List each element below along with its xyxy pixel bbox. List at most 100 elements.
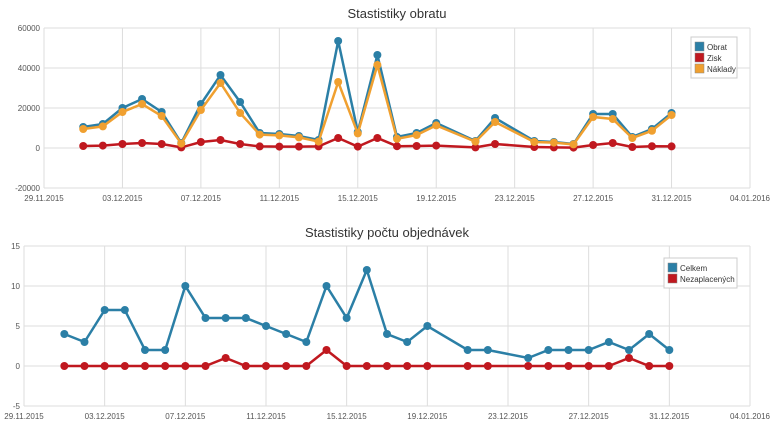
data-point[interactable] (236, 140, 245, 148)
data-point[interactable] (255, 142, 264, 151)
data-point[interactable] (412, 142, 421, 150)
data-point[interactable] (608, 115, 617, 123)
data-point[interactable] (604, 338, 613, 346)
data-point[interactable] (625, 354, 633, 362)
data-point[interactable] (196, 106, 205, 114)
data-point[interactable] (322, 282, 331, 290)
data-point[interactable] (483, 346, 492, 354)
data-point[interactable] (177, 139, 186, 148)
data-point[interactable] (262, 322, 270, 330)
data-point[interactable] (665, 346, 674, 354)
data-point[interactable] (373, 51, 382, 59)
data-point[interactable] (118, 108, 127, 116)
data-point[interactable] (60, 330, 69, 338)
data-point[interactable] (608, 139, 617, 147)
data-point[interactable] (100, 306, 109, 314)
data-point[interactable] (294, 133, 303, 142)
data-point[interactable] (80, 362, 89, 370)
data-point[interactable] (471, 143, 480, 152)
data-point[interactable] (201, 314, 210, 322)
data-point[interactable] (157, 112, 166, 120)
data-point[interactable] (302, 338, 311, 346)
data-point[interactable] (524, 354, 533, 362)
data-point[interactable] (196, 138, 205, 146)
legend-label[interactable]: Celkem (680, 264, 707, 273)
data-point[interactable] (221, 314, 230, 322)
data-point[interactable] (647, 126, 656, 135)
data-point[interactable] (79, 125, 88, 133)
legend-label[interactable]: Obrat (707, 43, 728, 52)
data-point[interactable] (645, 362, 654, 370)
data-point[interactable] (282, 362, 291, 370)
data-point[interactable] (275, 142, 284, 151)
data-point[interactable] (322, 346, 331, 354)
data-point[interactable] (98, 141, 107, 150)
data-point[interactable] (302, 362, 311, 370)
data-point[interactable] (161, 346, 170, 354)
data-point[interactable] (544, 346, 553, 354)
data-point[interactable] (80, 338, 89, 346)
data-point[interactable] (241, 314, 250, 322)
data-point[interactable] (584, 362, 593, 370)
data-point[interactable] (216, 79, 225, 87)
data-point[interactable] (138, 139, 147, 147)
data-point[interactable] (530, 138, 539, 146)
data-point[interactable] (393, 134, 401, 143)
data-point[interactable] (275, 131, 284, 140)
data-point[interactable] (98, 122, 107, 131)
data-point[interactable] (342, 362, 351, 370)
legend-label[interactable]: Náklady (707, 65, 736, 74)
data-point[interactable] (665, 362, 674, 370)
data-point[interactable] (334, 134, 343, 142)
data-point[interactable] (342, 314, 351, 322)
data-point[interactable] (373, 134, 382, 142)
data-point[interactable] (647, 142, 656, 151)
data-point[interactable] (423, 362, 432, 370)
data-point[interactable] (491, 140, 500, 148)
data-point[interactable] (463, 362, 472, 370)
data-point[interactable] (544, 362, 553, 370)
data-point[interactable] (412, 131, 421, 139)
data-point[interactable] (138, 100, 147, 108)
data-point[interactable] (141, 362, 149, 370)
data-point[interactable] (645, 330, 654, 338)
data-point[interactable] (383, 362, 391, 370)
data-point[interactable] (362, 266, 371, 274)
data-point[interactable] (181, 362, 190, 370)
data-point[interactable] (201, 362, 210, 370)
data-point[interactable] (423, 322, 432, 330)
data-point[interactable] (667, 142, 676, 151)
data-point[interactable] (60, 362, 69, 370)
data-point[interactable] (604, 362, 613, 370)
data-point[interactable] (589, 113, 598, 121)
data-point[interactable] (353, 129, 362, 138)
data-point[interactable] (241, 362, 250, 370)
data-point[interactable] (483, 362, 492, 370)
data-point[interactable] (524, 362, 533, 370)
data-point[interactable] (236, 109, 245, 117)
data-point[interactable] (79, 142, 88, 150)
data-point[interactable] (589, 141, 598, 149)
data-point[interactable] (120, 306, 129, 314)
data-point[interactable] (353, 142, 362, 151)
data-point[interactable] (294, 142, 303, 151)
data-point[interactable] (403, 338, 412, 346)
data-point[interactable] (216, 136, 225, 144)
data-point[interactable] (373, 61, 382, 69)
data-point[interactable] (181, 282, 190, 290)
data-point[interactable] (362, 362, 371, 370)
data-point[interactable] (282, 330, 291, 338)
legend-label[interactable]: Zisk (707, 54, 723, 63)
data-point[interactable] (141, 346, 149, 354)
legend-label[interactable]: Nezaplacených (680, 275, 735, 284)
data-point[interactable] (549, 138, 558, 147)
data-point[interactable] (100, 362, 109, 370)
data-point[interactable] (262, 362, 270, 370)
data-point[interactable] (491, 118, 500, 126)
data-point[interactable] (584, 346, 593, 354)
data-point[interactable] (334, 37, 343, 45)
data-point[interactable] (625, 346, 633, 354)
data-point[interactable] (221, 354, 230, 362)
data-point[interactable] (216, 71, 225, 79)
data-point[interactable] (383, 330, 391, 338)
